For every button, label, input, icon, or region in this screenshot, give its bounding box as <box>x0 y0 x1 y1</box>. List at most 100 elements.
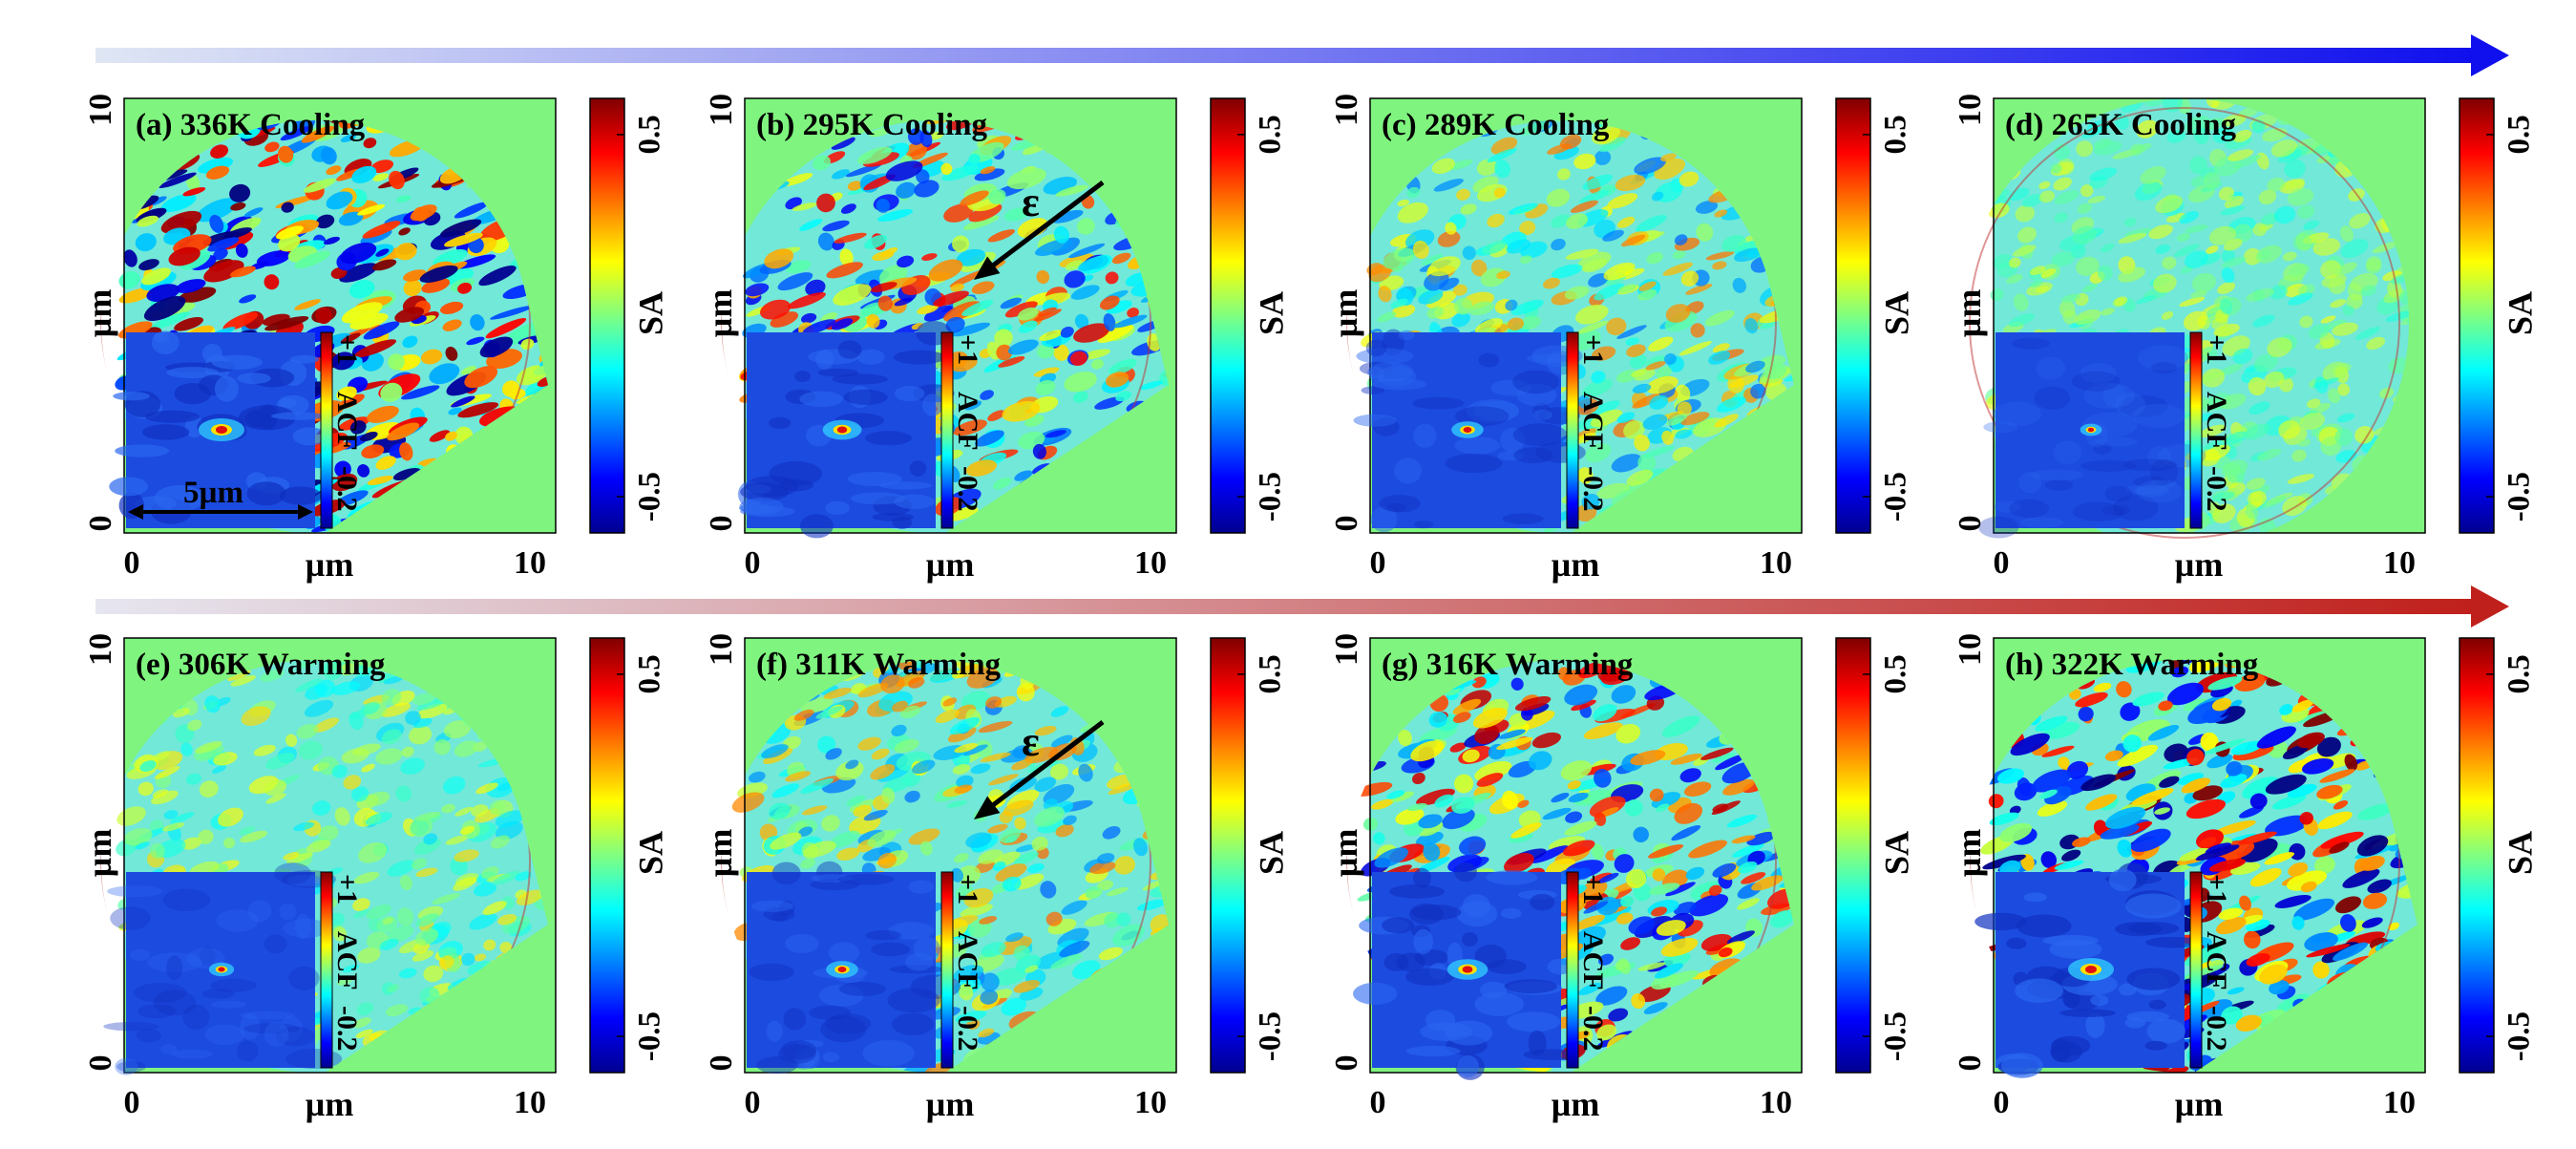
sa-domain <box>194 740 222 754</box>
sa-domain <box>456 254 496 269</box>
sa-domain <box>2013 293 2029 311</box>
sa-domain <box>413 811 441 821</box>
sa-domain <box>1406 186 1421 199</box>
disk-rim <box>1346 660 1777 1074</box>
acf-peak <box>837 967 847 972</box>
sa-domain <box>2179 847 2209 862</box>
sa-domain <box>2220 205 2246 216</box>
sa-domain <box>816 193 835 213</box>
sa-domain <box>520 338 535 351</box>
colorbar-label: SA <box>2502 291 2540 335</box>
sa-domain <box>2329 841 2350 854</box>
sa-domain <box>499 942 513 953</box>
colorbar-label: SA <box>1253 831 1291 875</box>
sa-domain <box>1014 817 1026 830</box>
y-tick-10: 10 <box>83 633 118 666</box>
sa-domain <box>799 219 823 231</box>
sa-domain <box>2206 754 2233 769</box>
sa-domain <box>2291 699 2314 713</box>
acf-texture <box>129 948 151 961</box>
sa-domain <box>916 169 930 184</box>
sa-domain <box>2340 239 2369 259</box>
sa-domain <box>1019 320 1038 333</box>
sa-domain <box>1032 443 1046 459</box>
sa-domain <box>1039 330 1064 341</box>
acf-texture <box>865 929 901 941</box>
sa-domain <box>2328 388 2341 404</box>
sa-domain <box>2122 734 2142 753</box>
sa-domain <box>857 736 881 751</box>
sa-domain <box>768 802 791 819</box>
sa-domain <box>396 195 412 202</box>
sa-domain <box>867 830 897 847</box>
acf-texture <box>2136 479 2183 503</box>
sa-domain <box>2215 917 2247 935</box>
sa-domain <box>2179 296 2206 308</box>
sa-domain <box>896 181 917 199</box>
acf-texture <box>264 1021 289 1047</box>
sa-domain <box>1576 320 1609 334</box>
sa-domain <box>1078 257 1104 272</box>
sa-domain <box>170 812 195 824</box>
sa-domain <box>1498 729 1526 739</box>
acf-texture <box>825 1013 872 1034</box>
panel-title: (g) 316K Warming <box>1382 648 1634 682</box>
sa-domain <box>1017 218 1048 239</box>
acf-texture <box>838 982 887 996</box>
sa-domain <box>1646 251 1663 265</box>
sa-domain <box>2054 860 2084 870</box>
sa-domain <box>459 825 475 836</box>
sa-domain <box>332 926 348 942</box>
sa-domain <box>1596 1024 1617 1041</box>
acf-texture <box>2122 458 2178 472</box>
sa-domain <box>1024 965 1039 973</box>
sa-domain <box>2312 238 2340 256</box>
sa-domain <box>1591 371 1606 384</box>
colorbar-tick-neg: -0.5 <box>2502 472 2536 521</box>
sa-domain <box>1625 868 1647 889</box>
sa-domain <box>1505 299 1518 311</box>
sa-domain <box>1630 750 1666 766</box>
acf-label: ACF <box>952 931 983 990</box>
sa-domain <box>2249 401 2270 415</box>
sa-domain <box>1594 283 1625 301</box>
sa-domain <box>1592 124 1620 145</box>
sa-domain <box>1038 307 1057 317</box>
sa-domain <box>313 717 340 733</box>
sa-domain <box>2237 831 2277 845</box>
acf-texture <box>792 1056 815 1070</box>
sa-domain <box>2129 143 2144 156</box>
acf-texture <box>843 389 888 405</box>
acf-texture <box>2150 458 2179 485</box>
sa-domain <box>1496 270 1510 280</box>
sa-domain <box>260 669 285 682</box>
acf-texture <box>210 1000 247 1009</box>
sa-domain <box>357 947 381 964</box>
sa-domain <box>1034 806 1066 827</box>
sa-domain <box>2174 244 2200 257</box>
sa-domain <box>929 669 961 683</box>
sa-domain <box>870 764 896 780</box>
sa-domain <box>1659 969 1699 989</box>
sa-domain <box>414 928 438 946</box>
sa-domain <box>399 442 413 461</box>
acf-texture <box>2016 914 2072 938</box>
sa-domain <box>415 913 439 927</box>
sa-domain <box>2179 210 2199 224</box>
acf-texture <box>2102 383 2125 408</box>
sa-domain <box>264 316 309 331</box>
sa-domain <box>1606 317 1627 336</box>
y-axis-label: µm <box>1950 289 1988 338</box>
sa-domain <box>864 235 888 249</box>
acf-texture <box>1353 414 1397 427</box>
sa-domain <box>929 131 944 140</box>
acf-texture <box>1523 1049 1579 1060</box>
sa-domain <box>1634 434 1650 452</box>
acf-texture <box>794 371 811 382</box>
sa-domain <box>1642 445 1676 458</box>
sa-domain <box>2087 195 2106 204</box>
sa-domain <box>1615 723 1641 744</box>
y-tick-10: 10 <box>704 633 739 666</box>
sa-domain <box>2212 491 2235 502</box>
